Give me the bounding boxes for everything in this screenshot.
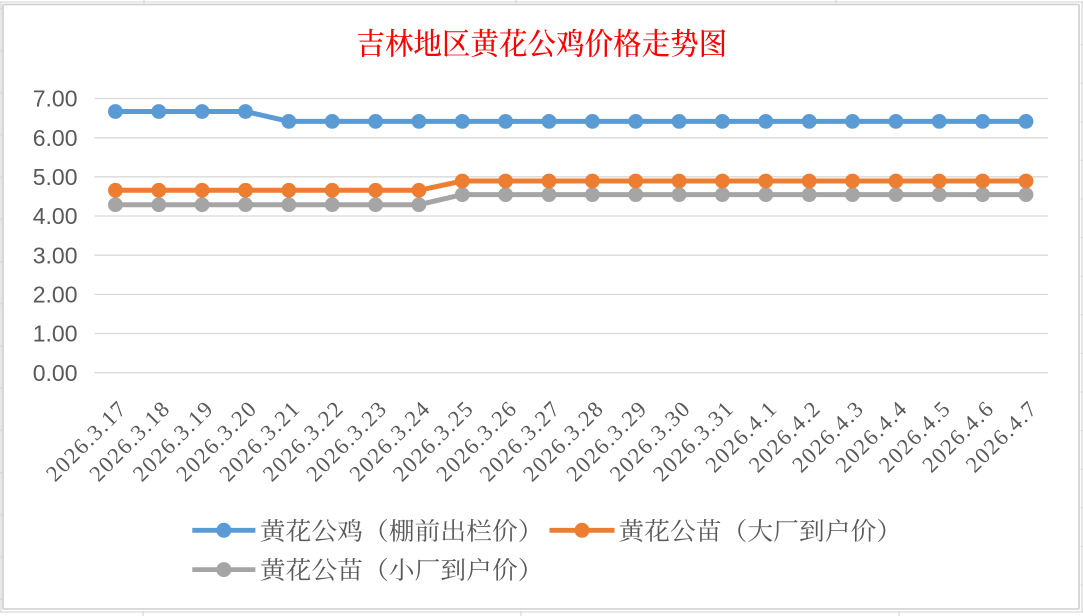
svg-text:0.00: 0.00 bbox=[33, 360, 78, 386]
svg-text:7.00: 7.00 bbox=[33, 86, 78, 112]
svg-text:4.00: 4.00 bbox=[33, 203, 78, 229]
svg-text:2.00: 2.00 bbox=[33, 282, 78, 308]
svg-text:3.00: 3.00 bbox=[33, 242, 78, 268]
svg-text:6.00: 6.00 bbox=[33, 125, 78, 151]
svg-text:5.00: 5.00 bbox=[33, 164, 78, 190]
svg-text:1.00: 1.00 bbox=[33, 321, 78, 347]
